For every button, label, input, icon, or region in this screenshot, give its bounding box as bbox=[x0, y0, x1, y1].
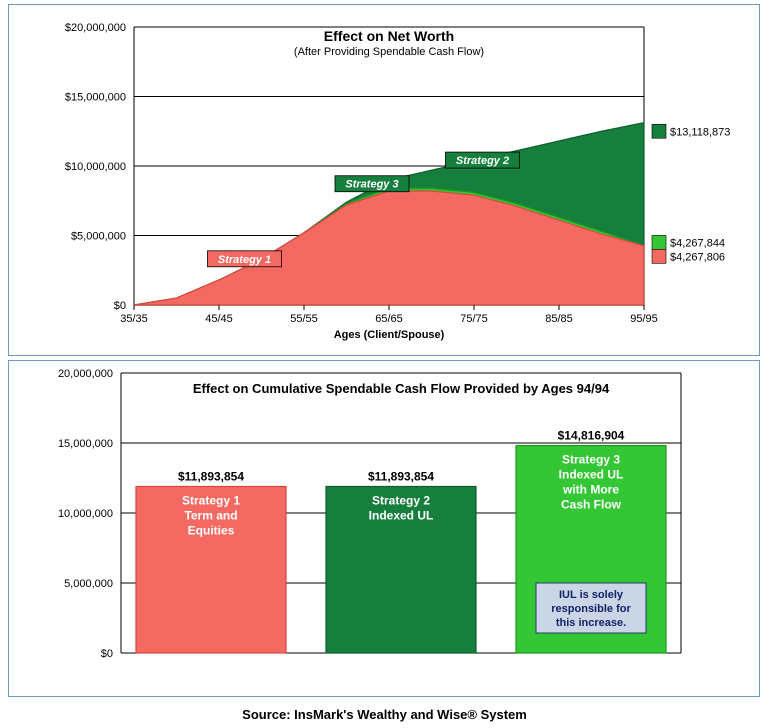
svg-text:$11,893,854: $11,893,854 bbox=[368, 469, 434, 483]
svg-text:$4,267,844: $4,267,844 bbox=[670, 237, 725, 249]
svg-text:Strategy 3: Strategy 3 bbox=[345, 179, 398, 191]
svg-text:65/65: 65/65 bbox=[375, 313, 403, 325]
source-text: Source: InsMark's Wealthy and Wise® Syst… bbox=[0, 707, 769, 722]
svg-text:$0: $0 bbox=[114, 300, 126, 312]
svg-text:Cash Flow: Cash Flow bbox=[561, 498, 622, 512]
svg-text:Effect on Net Worth: Effect on Net Worth bbox=[324, 28, 454, 44]
svg-text:Effect on Cumulative Spendable: Effect on Cumulative Spendable Cash Flow… bbox=[193, 381, 610, 396]
svg-text:Strategy 1: Strategy 1 bbox=[218, 254, 271, 266]
svg-text:this increase.: this increase. bbox=[556, 617, 626, 629]
svg-text:Strategy 2: Strategy 2 bbox=[456, 155, 509, 167]
svg-text:$10,000,000: $10,000,000 bbox=[65, 161, 126, 173]
net-worth-panel: $0 $5,000,000 $10,000,000 $15,000,000 $20,00… bbox=[8, 4, 760, 356]
svg-text:$20,000,000: $20,000,000 bbox=[65, 22, 126, 34]
container: $0 $5,000,000 $10,000,000 $15,000,000 $20,00… bbox=[0, 0, 769, 728]
svg-text:$4,267,806: $4,267,806 bbox=[670, 251, 725, 263]
svg-text:85/85: 85/85 bbox=[545, 313, 573, 325]
svg-text:Strategy 3: Strategy 3 bbox=[562, 453, 620, 467]
svg-text:55/55: 55/55 bbox=[290, 313, 318, 325]
svg-text:Term and: Term and bbox=[184, 508, 237, 522]
svg-text:Strategy 2: Strategy 2 bbox=[372, 493, 430, 507]
cashflow-panel: $0 5,000,000 10,000,000 15,000,000 20,000,00… bbox=[8, 360, 760, 697]
svg-text:$0: $0 bbox=[101, 648, 113, 660]
svg-text:$13,118,873: $13,118,873 bbox=[670, 126, 730, 138]
svg-text:$5,000,000: $5,000,000 bbox=[71, 231, 126, 243]
svg-text:Strategy 1: Strategy 1 bbox=[182, 493, 240, 507]
svg-text:5,000,000: 5,000,000 bbox=[64, 578, 113, 590]
svg-text:75/75: 75/75 bbox=[460, 313, 488, 325]
svg-text:10,000,000: 10,000,000 bbox=[58, 508, 113, 520]
svg-text:15,000,000: 15,000,000 bbox=[58, 438, 113, 450]
svg-text:Ages (Client/Spouse): Ages (Client/Spouse) bbox=[334, 329, 445, 341]
cashflow-chart: $0 5,000,000 10,000,000 15,000,000 20,000,00… bbox=[9, 361, 759, 696]
svg-text:45/45: 45/45 bbox=[205, 313, 233, 325]
svg-text:20,000,000: 20,000,000 bbox=[58, 368, 113, 380]
svg-text:Indexed UL: Indexed UL bbox=[369, 508, 434, 522]
svg-text:$14,816,904: $14,816,904 bbox=[558, 429, 625, 443]
svg-text:with More: with More bbox=[562, 483, 619, 497]
svg-text:$11,893,854: $11,893,854 bbox=[178, 469, 244, 483]
svg-text:(After Providing Spendable Cas: (After Providing Spendable Cash Flow) bbox=[294, 46, 484, 58]
svg-text:$15,000,000: $15,000,000 bbox=[65, 92, 126, 104]
svg-text:Indexed UL: Indexed UL bbox=[559, 468, 624, 482]
svg-text:Equities: Equities bbox=[188, 523, 235, 537]
svg-text:35/35: 35/35 bbox=[120, 313, 148, 325]
svg-text:95/95: 95/95 bbox=[630, 313, 658, 325]
net-worth-chart: $0 $5,000,000 $10,000,000 $15,000,000 $20,00… bbox=[9, 5, 759, 355]
svg-text:responsible for: responsible for bbox=[551, 603, 631, 615]
svg-text:IUL is solely: IUL is solely bbox=[559, 589, 624, 601]
